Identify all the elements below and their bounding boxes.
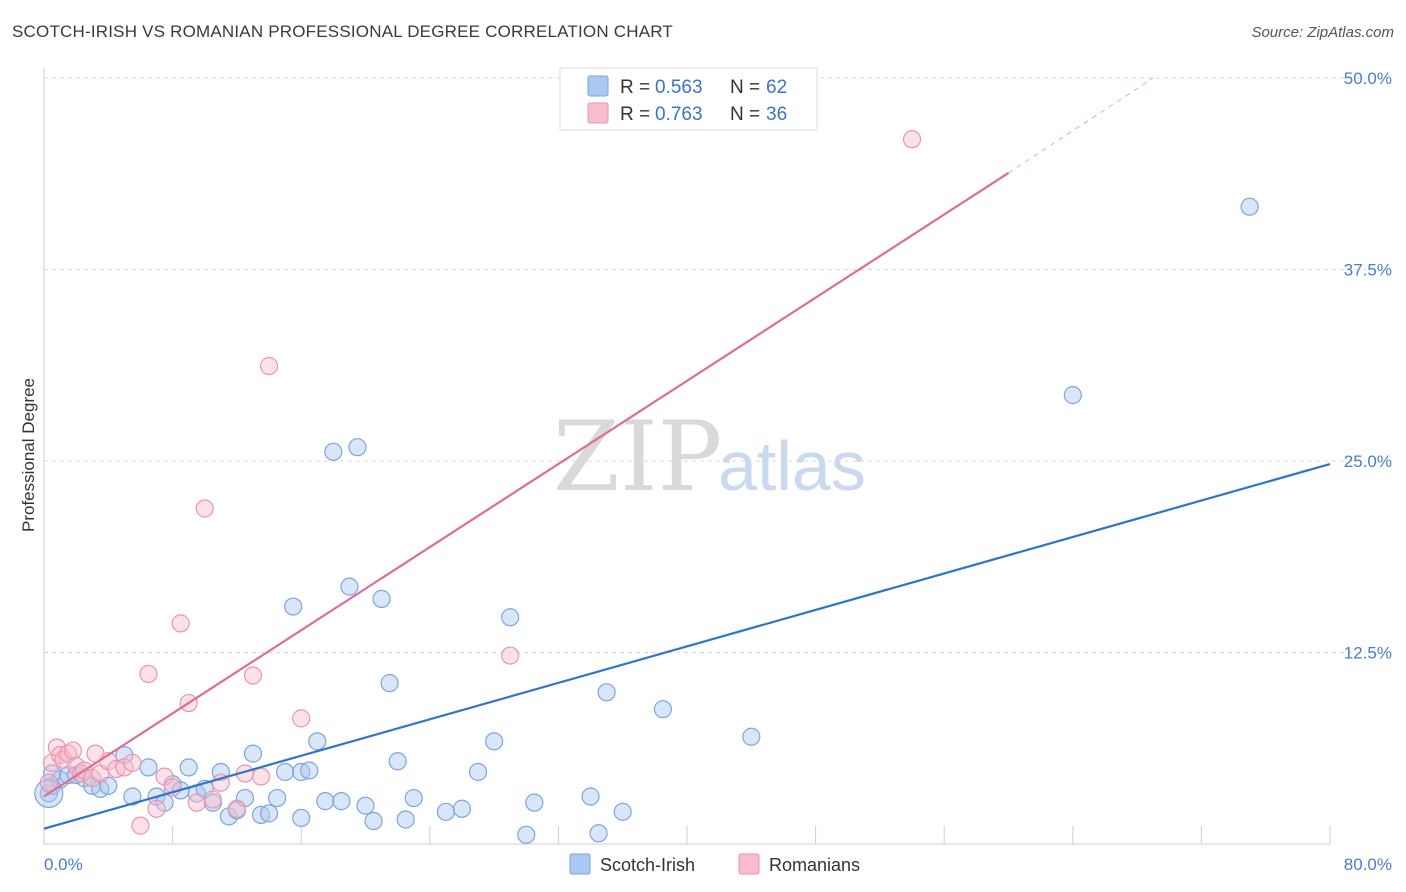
legend-r-label: R = <box>620 104 650 125</box>
bottom-legend-swatch-romanians <box>738 853 760 875</box>
point-scotch-irish <box>276 762 295 782</box>
point-scotch-irish <box>324 442 343 461</box>
legend-r-value: 0.763 <box>655 104 703 125</box>
point-romanians <box>171 614 190 633</box>
point-scotch-irish <box>364 811 383 831</box>
y-axis-tick-labels: 12.5% 25.0% 37.5% 50.0% <box>1344 69 1392 663</box>
trendline-romanians-extension <box>1008 77 1154 174</box>
point-romanians <box>39 773 58 792</box>
series-scotch-irish-points <box>34 197 1259 844</box>
legend-n-label: N = <box>730 77 760 98</box>
point-romanians <box>147 799 166 818</box>
chart-source: Source: ZipAtlas.com <box>1251 24 1394 41</box>
legend: R = 0.563 N = 62 R = 0.763 N = 36 <box>559 67 818 131</box>
point-scotch-irish <box>597 683 616 702</box>
watermark: ZIP atlas <box>553 401 866 513</box>
legend-n-label: N = <box>730 104 760 125</box>
point-scotch-irish <box>404 788 423 808</box>
watermark-zip: ZIP <box>553 401 722 513</box>
point-romanians <box>203 790 222 809</box>
y-tick-label: 37.5% <box>1344 261 1392 280</box>
legend-n-value: 62 <box>766 77 787 98</box>
bottom-legend-label-romanians: Romanians <box>769 855 860 875</box>
bottom-legend: Scotch-Irish Romanians <box>569 853 860 875</box>
point-scotch-irish <box>332 792 351 811</box>
point-scotch-irish <box>292 808 311 828</box>
point-scotch-irish <box>179 758 198 777</box>
y-tick-label: 12.5% <box>1344 644 1392 663</box>
point-scotch-irish <box>380 674 399 693</box>
y-tick-label: 50.0% <box>1344 69 1392 88</box>
point-romanians <box>131 816 150 835</box>
point-scotch-irish <box>1240 197 1259 216</box>
point-scotch-irish <box>267 788 287 808</box>
point-romanians <box>251 767 271 786</box>
point-scotch-irish <box>243 744 263 763</box>
point-scotch-irish <box>284 597 303 616</box>
x-tick-label: 80.0% <box>1344 855 1392 874</box>
point-scotch-irish <box>501 608 520 627</box>
point-scotch-irish <box>396 810 415 829</box>
trendline-scotch-irish <box>43 463 1331 830</box>
point-romanians <box>63 741 83 760</box>
point-romanians <box>195 499 214 518</box>
grid-lines <box>43 68 1366 844</box>
point-romanians <box>187 793 206 812</box>
point-scotch-irish <box>525 793 544 812</box>
watermark-atlas: atlas <box>718 427 866 505</box>
y-tick-label: 25.0% <box>1344 452 1392 471</box>
x-tick-label: 0.0% <box>44 855 83 874</box>
point-scotch-irish <box>1063 386 1082 405</box>
point-romanians <box>123 753 142 772</box>
point-scotch-irish <box>372 589 391 608</box>
x-axis-tick-labels: 0.0% 80.0% <box>44 855 1392 874</box>
legend-r-label: R = <box>620 77 650 98</box>
point-scotch-irish <box>340 577 359 596</box>
point-scotch-irish <box>436 802 455 821</box>
bottom-legend-swatch-scotch-irish <box>569 853 591 875</box>
axes <box>43 826 1331 845</box>
point-romanians <box>902 130 922 149</box>
point-scotch-irish <box>517 825 536 844</box>
legend-r-value: 0.563 <box>655 77 703 98</box>
trendline-romanians <box>43 172 1010 798</box>
x-axis-ticks <box>43 826 1331 844</box>
trendlines <box>43 77 1331 830</box>
point-scotch-irish <box>613 802 632 821</box>
point-scotch-irish <box>485 732 504 751</box>
point-romanians <box>227 799 246 818</box>
point-scotch-irish <box>581 787 600 806</box>
point-scotch-irish <box>388 752 407 771</box>
point-scotch-irish <box>316 792 335 811</box>
chart-title: SCOTCH-IRISH VS ROMANIAN PROFESSIONAL DE… <box>12 22 674 41</box>
legend-swatch-scotch-irish <box>587 75 609 97</box>
point-scotch-irish <box>452 799 472 818</box>
point-romanians <box>292 709 311 728</box>
point-scotch-irish <box>653 700 672 719</box>
point-scotch-irish <box>300 761 319 780</box>
point-scotch-irish <box>589 824 608 843</box>
bottom-legend-label-scotch-irish: Scotch-Irish <box>600 855 695 875</box>
point-scotch-irish <box>308 732 327 751</box>
point-romanians <box>139 664 158 684</box>
legend-n-value: 36 <box>766 104 787 125</box>
point-romanians <box>243 666 263 685</box>
point-romanians <box>259 356 279 376</box>
point-romanians <box>501 646 520 665</box>
point-scotch-irish <box>356 796 375 815</box>
point-scotch-irish <box>348 438 367 457</box>
legend-swatch-romanians <box>587 102 609 124</box>
point-scotch-irish <box>742 727 761 746</box>
point-scotch-irish <box>123 787 142 806</box>
point-scotch-irish <box>468 762 488 782</box>
point-scotch-irish <box>139 758 158 777</box>
point-scotch-irish <box>259 804 279 823</box>
y-axis-label: Professional Degree <box>19 378 38 532</box>
